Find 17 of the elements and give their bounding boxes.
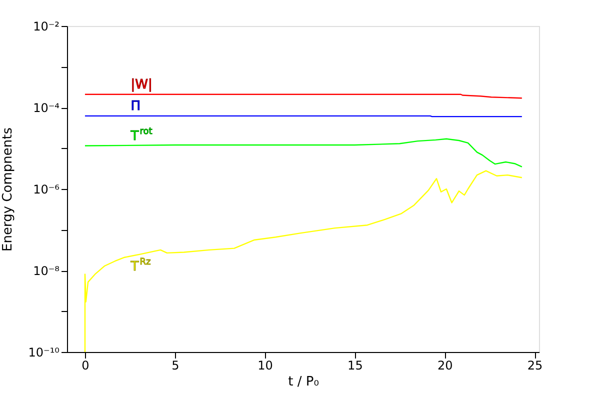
line-series bbox=[84, 170, 523, 352]
x-tick-label: 0 bbox=[82, 358, 90, 372]
x-tick-label: 10 bbox=[258, 358, 273, 372]
y-tick-label: 10⁻⁴ bbox=[33, 101, 60, 115]
x-tick-label: 5 bbox=[172, 358, 180, 372]
y-tick-label: 10⁻² bbox=[33, 20, 60, 34]
x-tick-label: 25 bbox=[527, 358, 543, 372]
y-axis-title: Energy Compnents bbox=[0, 127, 16, 252]
y-tick-label: 10⁻⁶ bbox=[33, 182, 60, 196]
series-label: Π bbox=[130, 98, 140, 114]
y-tick-label: 10⁻⁸ bbox=[33, 264, 60, 278]
line-series bbox=[84, 138, 523, 168]
y-tick-label: 10⁻¹⁰ bbox=[28, 346, 60, 360]
x-tick-label: 20 bbox=[437, 358, 453, 372]
x-axis-title: t / P₀ bbox=[288, 374, 319, 390]
x-tick-label: 15 bbox=[348, 358, 363, 372]
series-label: |W| bbox=[130, 77, 152, 92]
